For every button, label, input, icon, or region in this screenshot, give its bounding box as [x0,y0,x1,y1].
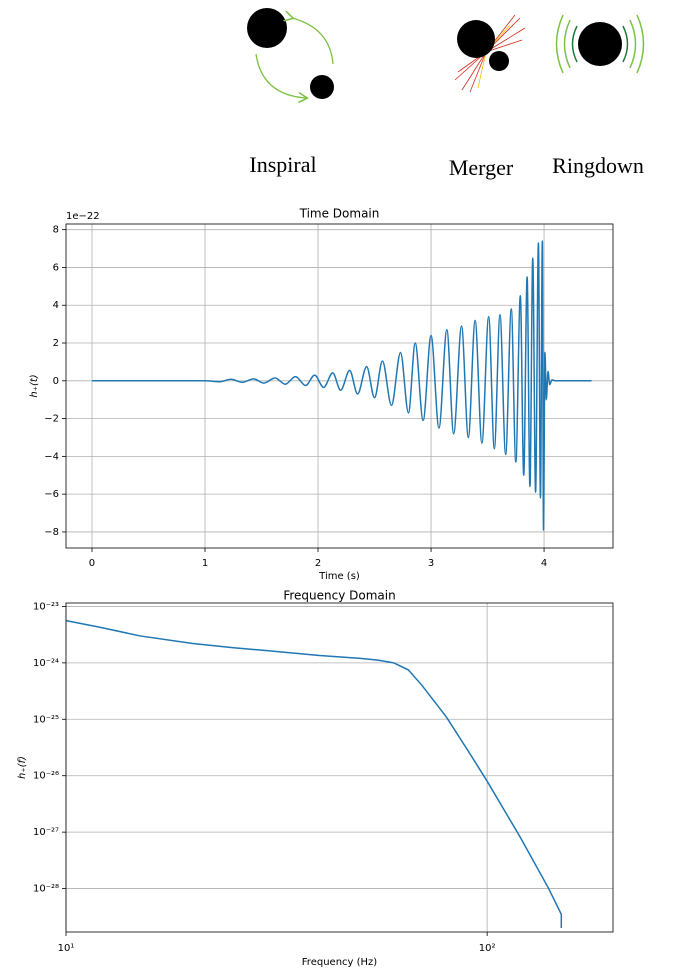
y-tick-label: −4 [44,451,59,462]
y-tick-label: −6 [44,489,59,500]
data-line [65,619,563,929]
y-tick-label: 10⁻²⁶ [33,771,59,782]
plot-frame [65,602,614,933]
y-axis-label: h₊(t) [29,374,40,397]
x-tick-label: 4 [541,558,547,569]
x-axis-label: Frequency (Hz) [302,957,378,968]
data-line [91,240,592,531]
phase-label: Merger [449,155,514,180]
y-axis-label: h₊(f) [17,756,28,779]
x-tick-label: 3 [428,558,434,569]
x-tick-label: 1 [202,558,208,569]
phase-label: Ringdown [552,153,644,178]
merger-icon [454,14,526,93]
chart-title: Time Domain [299,207,380,221]
y-tick-label: −2 [44,414,59,425]
y-tick-label: 0 [53,376,59,387]
x-axis-label: Time (s) [318,571,360,582]
y-tick-label: 4 [53,300,59,311]
phase-label: Inspiral [249,152,316,177]
chart-title: Frequency Domain [283,589,395,603]
y-tick-label: 10⁻²³ [33,601,59,612]
offset-label: 1e−22 [66,211,100,222]
y-tick-label: 10⁻²⁸ [33,884,59,895]
y-tick-label: 10⁻²⁴ [33,658,59,669]
plot-frame [65,223,614,549]
y-tick-label: 10⁻²⁵ [33,714,59,725]
x-tick-label: 10² [479,943,496,954]
inspiral-icon [247,8,334,99]
x-tick-label: 10¹ [58,943,75,954]
ringdown-icon [555,14,645,74]
x-tick-label: 0 [89,558,95,569]
y-tick-label: 10⁻²⁷ [33,827,59,838]
y-tick-label: 8 [53,225,59,236]
y-tick-label: 6 [53,262,59,273]
y-tick-label: −8 [44,527,59,538]
y-tick-label: 2 [53,338,59,349]
x-tick-label: 2 [315,558,321,569]
